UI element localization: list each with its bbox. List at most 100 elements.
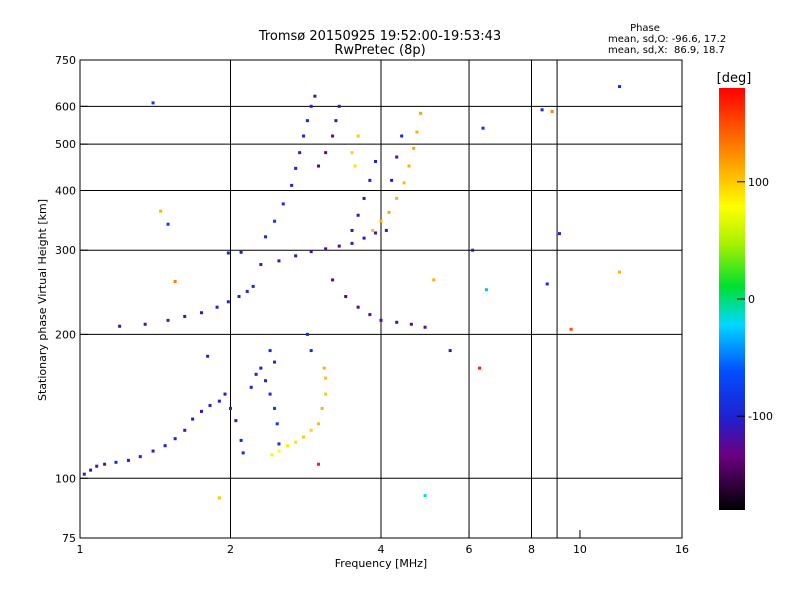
data-point <box>305 119 309 123</box>
data-point <box>173 437 177 441</box>
y-tick-label: 75 <box>62 532 76 545</box>
data-point <box>151 101 155 105</box>
y-tick-label: 600 <box>55 100 76 113</box>
data-point <box>356 134 360 138</box>
data-point <box>471 248 475 252</box>
data-point <box>89 468 93 472</box>
data-point <box>82 472 86 476</box>
data-point <box>569 327 573 331</box>
data-point <box>324 376 328 380</box>
data-point <box>309 104 313 108</box>
data-point <box>264 379 268 383</box>
data-point <box>362 196 366 200</box>
data-point <box>138 455 142 459</box>
data-point <box>208 403 212 407</box>
data-point <box>387 210 391 214</box>
data-point <box>302 134 306 138</box>
data-point <box>239 438 243 442</box>
y-tick-label: 400 <box>55 184 76 197</box>
data-point <box>281 202 285 206</box>
data-point <box>317 422 321 426</box>
data-point <box>229 406 232 410</box>
data-point <box>334 119 338 123</box>
colorbar-tick-label: -100 <box>748 410 773 423</box>
data-point <box>390 178 394 182</box>
data-point <box>294 440 298 444</box>
data-point <box>478 366 482 370</box>
data-point <box>275 422 279 426</box>
data-point <box>412 146 416 150</box>
x-tick-label: 10 <box>573 543 587 556</box>
data-point <box>313 94 317 98</box>
data-point <box>309 250 313 254</box>
phase-stats-x: mean, sd,X: 86.9, 18.7 <box>608 45 725 56</box>
data-point <box>374 159 378 163</box>
data-point <box>481 126 485 130</box>
data-point <box>302 435 306 439</box>
data-point <box>273 219 277 223</box>
data-point <box>309 428 313 432</box>
data-point <box>395 196 399 200</box>
y-tick-label: 300 <box>55 244 76 257</box>
data-point <box>298 151 302 155</box>
data-point <box>309 349 313 353</box>
data-point <box>183 428 187 432</box>
data-point <box>618 270 622 274</box>
data-point <box>317 462 321 466</box>
data-point <box>259 263 263 267</box>
data-point <box>234 419 238 423</box>
colorbar-ticks: 100 0 -100 <box>737 176 773 423</box>
data-point <box>143 322 147 326</box>
x-tick-label: 2 <box>227 543 234 556</box>
data-point <box>395 320 399 324</box>
data-point <box>402 181 406 185</box>
x-tick-label: 4 <box>378 543 385 556</box>
data-point <box>305 332 309 336</box>
data-point <box>277 449 281 453</box>
data-point <box>251 284 255 288</box>
y-axis-label: Stationary phase Virtual Height [km] <box>36 199 49 401</box>
data-point <box>384 228 388 232</box>
data-point <box>200 409 204 413</box>
data-point <box>350 151 354 155</box>
data-point <box>395 155 399 159</box>
data-point <box>268 349 272 353</box>
data-point <box>324 392 328 396</box>
data-point <box>173 280 177 284</box>
data-point <box>166 222 170 226</box>
data-point <box>217 496 221 500</box>
data-point <box>379 318 383 322</box>
data-point <box>331 278 335 282</box>
data-point <box>409 322 413 326</box>
data-point <box>350 241 354 245</box>
data-point <box>324 151 328 155</box>
data-point <box>294 254 298 258</box>
data-point <box>249 385 253 389</box>
data-point <box>362 236 366 240</box>
data-point <box>356 213 360 217</box>
data-point <box>245 289 249 293</box>
data-point <box>223 392 227 396</box>
data-point <box>353 164 357 168</box>
data-point <box>215 305 219 309</box>
data-point <box>331 134 335 138</box>
data-point <box>126 458 130 462</box>
data-point <box>237 295 241 299</box>
data-point <box>254 372 258 376</box>
data-point <box>322 366 326 370</box>
data-point <box>270 453 274 457</box>
data-point <box>226 251 230 255</box>
data-point <box>344 295 348 299</box>
data-point <box>163 444 167 448</box>
data-point <box>290 183 294 187</box>
colorbar-tick-label: 100 <box>748 176 769 189</box>
data-point <box>423 325 427 329</box>
data-point <box>448 349 452 353</box>
data-point <box>239 250 243 254</box>
chart-title: Tromsø 20150925 19:52:00-19:53:43 <box>258 29 501 44</box>
data-point <box>151 449 155 453</box>
data-point <box>540 108 544 112</box>
data-point <box>200 311 204 315</box>
x-axis-label: Frequency [MHz] <box>335 557 427 570</box>
